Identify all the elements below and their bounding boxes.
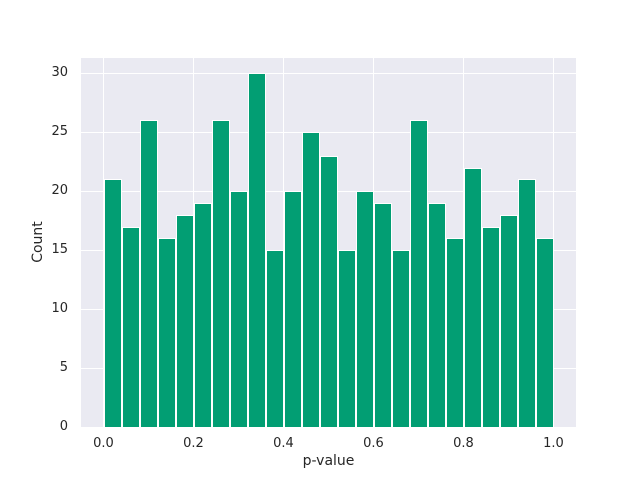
x-tick-label: 0.2 (183, 436, 204, 451)
y-tick-label: 5 (59, 360, 68, 376)
histogram-bar (265, 250, 284, 427)
histogram-bar (301, 132, 320, 427)
x-tick-label: 1.0 (543, 436, 564, 451)
x-tick-label: 0.8 (453, 436, 474, 451)
histogram-bar (427, 203, 446, 427)
histogram-bar (103, 179, 122, 427)
histogram-bar (373, 203, 392, 427)
y-tick-label: 30 (51, 65, 68, 81)
y-axis-label: Count (30, 221, 46, 263)
x-axis-label: p-value (302, 453, 355, 469)
y-tick-label: 15 (51, 242, 68, 258)
histogram-bar (445, 238, 464, 427)
histogram-bar (139, 120, 158, 427)
y-tick-label: 25 (51, 124, 68, 140)
histogram-bar (319, 155, 338, 427)
x-tick-label: 0.6 (363, 436, 384, 451)
histogram-bar (391, 250, 410, 427)
histogram-bar (157, 238, 176, 427)
histogram-bar (121, 226, 140, 427)
y-tick-label: 20 (51, 183, 68, 199)
histogram-bar (283, 191, 302, 427)
histogram-bar (211, 120, 230, 427)
gridline-horizontal (81, 131, 576, 133)
histogram-bar (535, 238, 554, 427)
histogram-bar (517, 179, 536, 427)
plot-area (81, 58, 576, 427)
histogram-bar (337, 250, 356, 427)
x-tick-label: 0.0 (93, 436, 114, 451)
y-tick-label: 10 (51, 301, 68, 317)
x-tick-label: 0.4 (273, 436, 294, 451)
y-tick-label: 0 (59, 419, 68, 434)
histogram-bar (499, 214, 518, 427)
histogram-bar (193, 203, 212, 427)
gridline-horizontal (81, 72, 576, 74)
histogram-bar (463, 167, 482, 427)
histogram-bar (481, 226, 500, 427)
histogram-bar (247, 73, 266, 427)
histogram-bar (409, 120, 428, 427)
histogram-bar (355, 191, 374, 427)
histogram-bar (229, 191, 248, 427)
histogram-bar (175, 214, 194, 427)
gridline-vertical (553, 58, 554, 427)
